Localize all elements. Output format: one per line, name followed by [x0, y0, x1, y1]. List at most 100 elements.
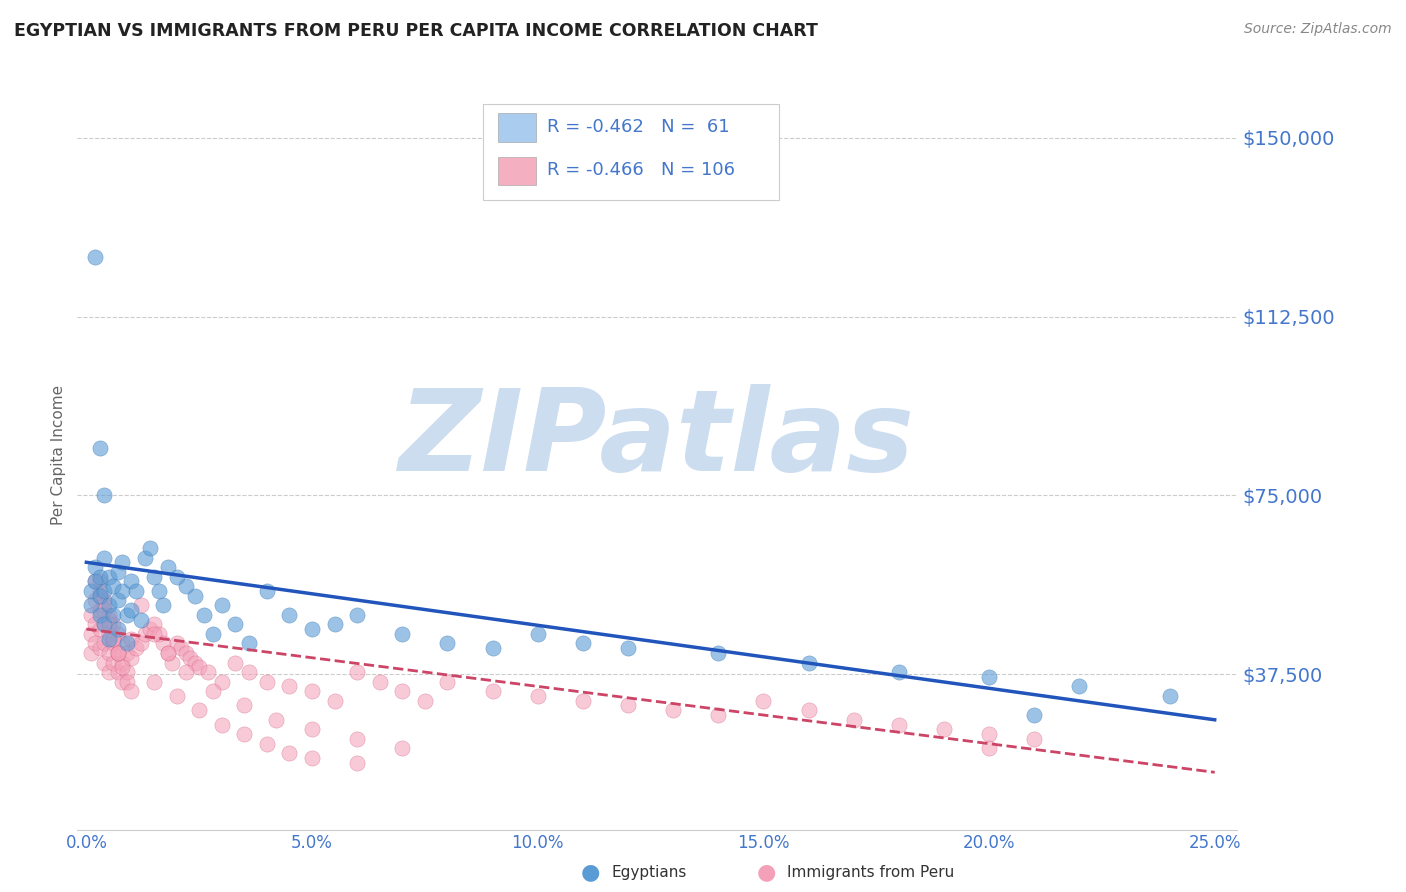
Point — [526, 689, 548, 703]
Point — [129, 613, 152, 627]
Point — [617, 698, 640, 713]
Point — [93, 617, 115, 632]
Text: EGYPTIAN VS IMMIGRANTS FROM PERU PER CAPITA INCOME CORRELATION CHART: EGYPTIAN VS IMMIGRANTS FROM PERU PER CAP… — [14, 22, 818, 40]
Point — [89, 603, 111, 617]
Point — [89, 441, 111, 455]
Point — [197, 665, 219, 679]
Point — [84, 617, 107, 632]
Point — [346, 607, 368, 622]
Point — [526, 627, 548, 641]
Point — [174, 579, 197, 593]
Point — [80, 627, 103, 641]
Point — [143, 569, 166, 583]
Point — [179, 650, 201, 665]
Point — [121, 603, 143, 617]
Point — [89, 641, 111, 656]
Point — [148, 627, 170, 641]
Point — [481, 684, 503, 698]
Point — [84, 593, 107, 607]
Text: Immigrants from Peru: Immigrants from Peru — [787, 865, 955, 880]
Point — [80, 599, 103, 613]
Point — [107, 665, 129, 679]
Point — [89, 589, 111, 603]
Point — [107, 593, 129, 607]
Point — [256, 583, 278, 598]
Point — [413, 694, 436, 708]
Point — [125, 641, 148, 656]
Point — [103, 632, 125, 646]
Point — [301, 723, 323, 737]
Point — [156, 560, 179, 574]
Point — [188, 703, 211, 717]
Point — [233, 698, 256, 713]
Point — [224, 656, 246, 670]
Point — [301, 622, 323, 636]
Point — [278, 679, 301, 693]
Point — [80, 607, 103, 622]
Point — [174, 665, 197, 679]
Point — [193, 607, 215, 622]
Point — [256, 737, 278, 751]
Point — [80, 583, 103, 598]
Point — [84, 250, 107, 264]
Point — [89, 589, 111, 603]
Point — [842, 713, 865, 727]
Point — [238, 636, 260, 650]
Point — [115, 674, 138, 689]
Point — [233, 727, 256, 741]
Point — [103, 617, 125, 632]
Text: ZIPatlas: ZIPatlas — [399, 384, 915, 495]
Text: R = -0.466   N = 106: R = -0.466 N = 106 — [547, 161, 735, 179]
Point — [368, 674, 391, 689]
Point — [97, 627, 120, 641]
Point — [129, 636, 152, 650]
Text: Source: ZipAtlas.com: Source: ZipAtlas.com — [1244, 22, 1392, 37]
Point — [97, 632, 120, 646]
Point — [572, 694, 595, 708]
Point — [148, 583, 170, 598]
Point — [572, 636, 595, 650]
Point — [115, 607, 138, 622]
Point — [93, 488, 115, 502]
Point — [138, 622, 160, 636]
Point — [346, 665, 368, 679]
Point — [97, 569, 120, 583]
Point — [93, 550, 115, 565]
Point — [111, 660, 134, 674]
Point — [93, 583, 115, 598]
Point — [481, 641, 503, 656]
Point — [436, 674, 458, 689]
Point — [224, 617, 246, 632]
Point — [174, 646, 197, 660]
Point — [89, 574, 111, 589]
Point — [160, 656, 183, 670]
Point — [1069, 679, 1091, 693]
Point — [707, 708, 730, 723]
Point — [201, 684, 224, 698]
Point — [103, 579, 125, 593]
Point — [797, 703, 820, 717]
Point — [121, 632, 143, 646]
Point — [107, 565, 129, 579]
Point — [391, 684, 413, 698]
Point — [391, 627, 413, 641]
Point — [97, 646, 120, 660]
FancyBboxPatch shape — [498, 113, 536, 142]
Point — [301, 751, 323, 765]
Point — [238, 665, 260, 679]
Point — [107, 646, 129, 660]
Point — [662, 703, 685, 717]
Text: ●: ● — [581, 863, 600, 882]
Point — [301, 684, 323, 698]
Point — [111, 636, 134, 650]
Point — [103, 636, 125, 650]
Point — [183, 656, 205, 670]
Point — [134, 550, 156, 565]
Point — [84, 636, 107, 650]
Point — [617, 641, 640, 656]
Point — [977, 670, 1000, 684]
Point — [887, 665, 910, 679]
Point — [166, 689, 188, 703]
Point — [156, 646, 179, 660]
Point — [977, 741, 1000, 756]
